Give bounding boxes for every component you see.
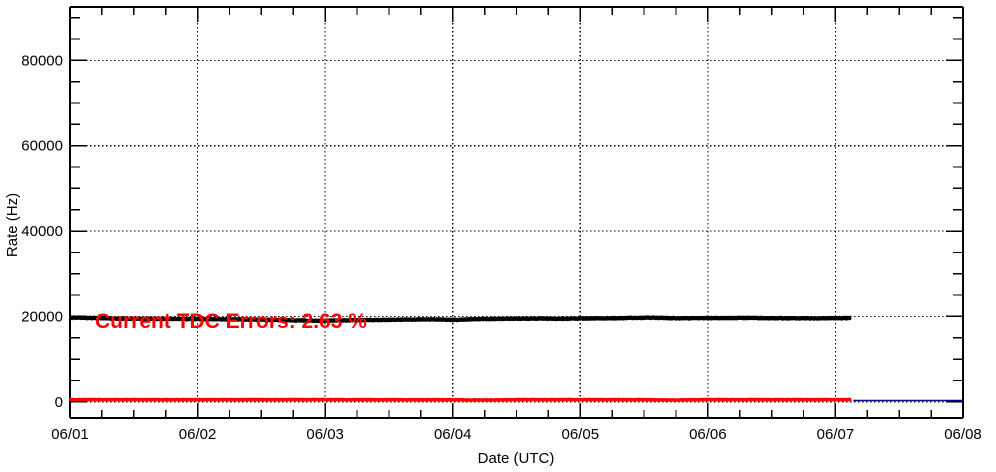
y-tick-label: 0: [55, 394, 63, 411]
x-tick-label: 06/01: [51, 426, 89, 443]
y-axis-title: Rate (Hz): [4, 193, 21, 257]
y-tick-label: 60000: [21, 138, 63, 155]
series-trigger-rate: [69, 315, 852, 324]
x-axis-title: Date (UTC): [478, 450, 555, 467]
x-tick-label: 06/04: [434, 426, 472, 443]
x-tick-label: 06/08: [944, 426, 982, 443]
x-tick-label: 06/05: [562, 426, 600, 443]
tdc-error-annotation: Current TDC Errors: 2.63 %: [95, 310, 367, 333]
y-axis-ticks: [70, 17, 963, 403]
y-tick-label: 40000: [21, 223, 63, 240]
series-tdc-error-rate: [69, 397, 852, 402]
x-tick-label: 06/07: [817, 426, 855, 443]
x-axis-ticks: [69, 7, 964, 418]
x-axis-tick-labels: 06/01 06/02 06/03 06/04 06/05 06/06 06/07 06/08: [51, 426, 982, 443]
data-series: [69, 315, 963, 402]
y-axis-tick-labels: 0 20000 40000 60000 80000: [21, 52, 63, 410]
y-tick-label: 80000: [21, 52, 63, 69]
x-tick-label: 06/03: [306, 426, 344, 443]
x-tick-label: 06/02: [179, 426, 217, 443]
x-tick-label: 06/06: [689, 426, 727, 443]
y-tick-label: 20000: [21, 308, 63, 325]
